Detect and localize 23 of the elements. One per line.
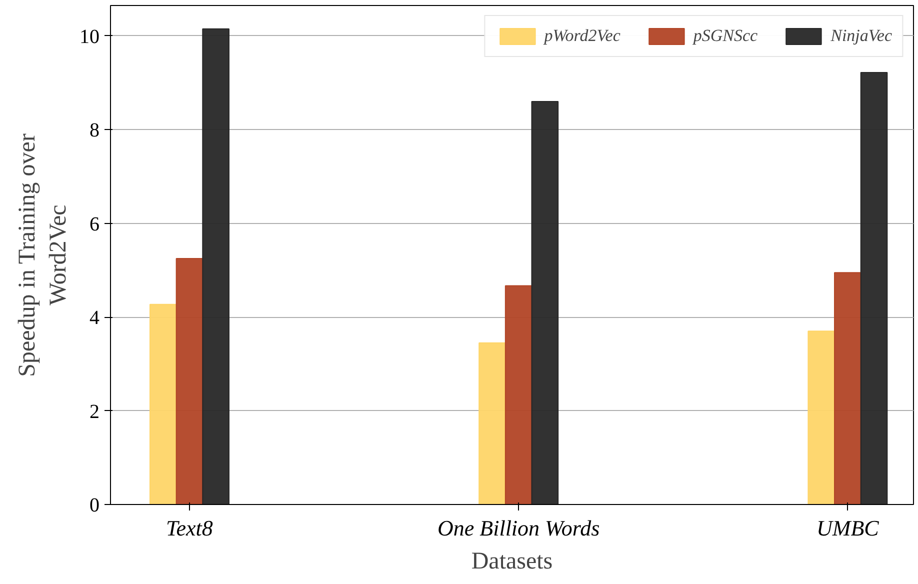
y-tick-label: 10 <box>80 26 100 48</box>
bar <box>531 101 559 504</box>
bar <box>808 330 836 504</box>
bar <box>149 304 177 504</box>
y-tick-label: 0 <box>90 494 100 516</box>
x-axis-title: Datasets <box>471 548 553 574</box>
x-tick-label: UMBC <box>816 516 880 540</box>
bar <box>834 272 862 504</box>
y-tick-label: 8 <box>90 120 100 142</box>
bar <box>478 342 506 504</box>
bar <box>504 285 532 504</box>
x-tick-label: One Billion Words <box>438 516 600 540</box>
y-tick-label: 2 <box>90 400 100 423</box>
y-tick-label: 6 <box>90 213 100 236</box>
x-tick-label: Text8 <box>166 516 213 540</box>
y-tick-label: 4 <box>90 307 100 330</box>
legend-label: pWord2Vec <box>544 26 620 46</box>
y-axis-title: Speedup in Training over Word2Vec <box>14 134 72 377</box>
bar <box>860 72 888 504</box>
bar <box>202 28 230 504</box>
bar <box>176 258 204 504</box>
legend-label: NinjaVec <box>830 26 892 46</box>
legend-label: pSGNScc <box>693 26 758 46</box>
